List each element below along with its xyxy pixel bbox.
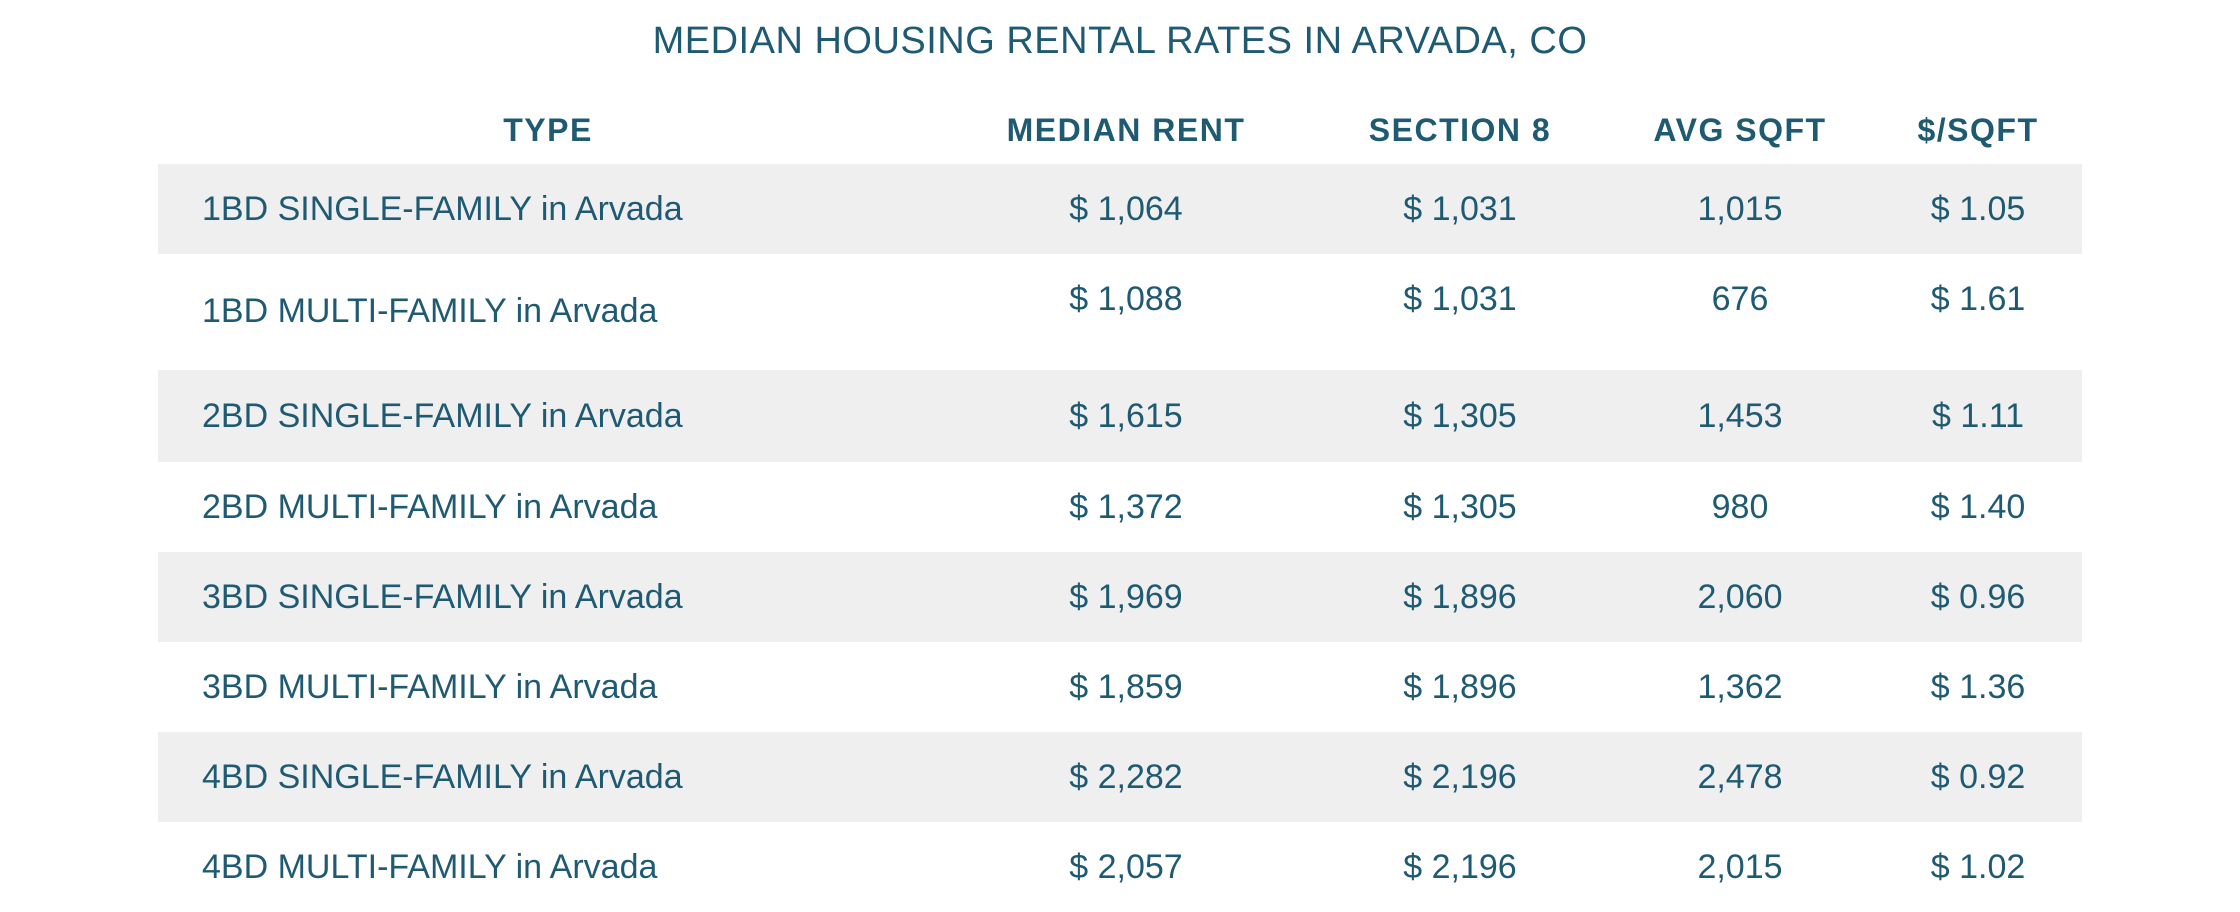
cell-section-8: $ 1,896 xyxy=(1403,667,1517,706)
cell-price-per-sqft: $ 1.02 xyxy=(1930,847,2026,886)
table-row: 4BD SINGLE-FAMILY in Arvada $ 2,282 $ 2,… xyxy=(158,732,2082,822)
table-header: TYPE MEDIAN RENT SECTION 8 AVG SQFT $/SQ… xyxy=(158,96,2082,164)
cell-type: 3BD SINGLE-FAMILY in Arvada xyxy=(202,577,683,616)
cell-median-rent: $ 2,057 xyxy=(1069,847,1183,886)
cell-median-rent: $ 1,372 xyxy=(1069,487,1183,526)
cell-section-8: $ 1,031 xyxy=(1403,189,1517,228)
column-header-median-rent: MEDIAN RENT xyxy=(1006,111,1246,148)
cell-avg-sqft: 2,478 xyxy=(1697,757,1783,796)
cell-section-8: $ 1,305 xyxy=(1403,396,1517,435)
column-header-avg-sqft: AVG SQFT xyxy=(1653,111,1827,148)
table-row: 1BD MULTI-FAMILY in Arvada $ 1,088 $ 1,0… xyxy=(158,254,2082,370)
table-row: 1BD SINGLE-FAMILY in Arvada $ 1,064 $ 1,… xyxy=(158,164,2082,254)
cell-median-rent: $ 1,064 xyxy=(1069,189,1183,228)
cell-section-8: $ 2,196 xyxy=(1403,847,1517,886)
cell-median-rent: $ 1,969 xyxy=(1069,577,1183,616)
cell-avg-sqft: 1,362 xyxy=(1697,667,1783,706)
table-row: 3BD MULTI-FAMILY in Arvada $ 1,859 $ 1,8… xyxy=(158,642,2082,732)
table-row: 2BD MULTI-FAMILY in Arvada $ 1,372 $ 1,3… xyxy=(158,462,2082,552)
cell-price-per-sqft: $ 1.11 xyxy=(1931,396,2024,435)
cell-price-per-sqft: $ 1.36 xyxy=(1930,667,2026,706)
cell-price-per-sqft: $ 1.61 xyxy=(1930,280,2026,318)
cell-median-rent: $ 1,859 xyxy=(1069,667,1183,706)
cell-type: 2BD SINGLE-FAMILY in Arvada xyxy=(202,396,683,435)
cell-avg-sqft: 980 xyxy=(1711,487,1769,526)
cell-type: 1BD MULTI-FAMILY in Arvada xyxy=(202,292,658,330)
table-row: 4BD MULTI-FAMILY in Arvada $ 2,057 $ 2,1… xyxy=(158,822,2082,912)
cell-avg-sqft: 2,060 xyxy=(1697,577,1783,616)
table-row: 2BD SINGLE-FAMILY in Arvada $ 1,615 $ 1,… xyxy=(158,370,2082,462)
column-header-type: TYPE xyxy=(503,111,593,148)
cell-median-rent: $ 2,282 xyxy=(1069,757,1183,796)
cell-avg-sqft: 1,453 xyxy=(1697,396,1783,435)
column-header-price-per-sqft: $/SQFT xyxy=(1917,111,2039,148)
cell-avg-sqft: 676 xyxy=(1711,280,1769,318)
table-row: 3BD SINGLE-FAMILY in Arvada $ 1,969 $ 1,… xyxy=(158,552,2082,642)
cell-price-per-sqft: $ 0.92 xyxy=(1930,757,2026,796)
rental-rates-table: TYPE MEDIAN RENT SECTION 8 AVG SQFT $/SQ… xyxy=(158,96,2082,912)
cell-type: 3BD MULTI-FAMILY in Arvada xyxy=(202,667,658,706)
cell-section-8: $ 1,305 xyxy=(1403,487,1517,526)
cell-type: 1BD SINGLE-FAMILY in Arvada xyxy=(202,189,683,228)
page-title: MEDIAN HOUSING RENTAL RATES IN ARVADA, C… xyxy=(652,20,1588,62)
cell-section-8: $ 1,896 xyxy=(1403,577,1517,616)
cell-type: 4BD SINGLE-FAMILY in Arvada xyxy=(202,757,683,796)
cell-section-8: $ 2,196 xyxy=(1403,757,1517,796)
cell-median-rent: $ 1,615 xyxy=(1069,396,1183,435)
page: MEDIAN HOUSING RENTAL RATES IN ARVADA, C… xyxy=(158,20,2082,886)
cell-price-per-sqft: $ 1.40 xyxy=(1930,487,2026,526)
cell-avg-sqft: 2,015 xyxy=(1697,847,1783,886)
cell-type: 2BD MULTI-FAMILY in Arvada xyxy=(202,487,658,526)
cell-price-per-sqft: $ 1.05 xyxy=(1930,189,2026,228)
cell-section-8: $ 1,031 xyxy=(1403,280,1517,318)
cell-price-per-sqft: $ 0.96 xyxy=(1930,577,2026,616)
cell-median-rent: $ 1,088 xyxy=(1069,280,1183,318)
cell-type: 4BD MULTI-FAMILY in Arvada xyxy=(202,847,658,886)
column-header-section-8: SECTION 8 xyxy=(1368,111,1552,148)
cell-avg-sqft: 1,015 xyxy=(1697,189,1783,228)
